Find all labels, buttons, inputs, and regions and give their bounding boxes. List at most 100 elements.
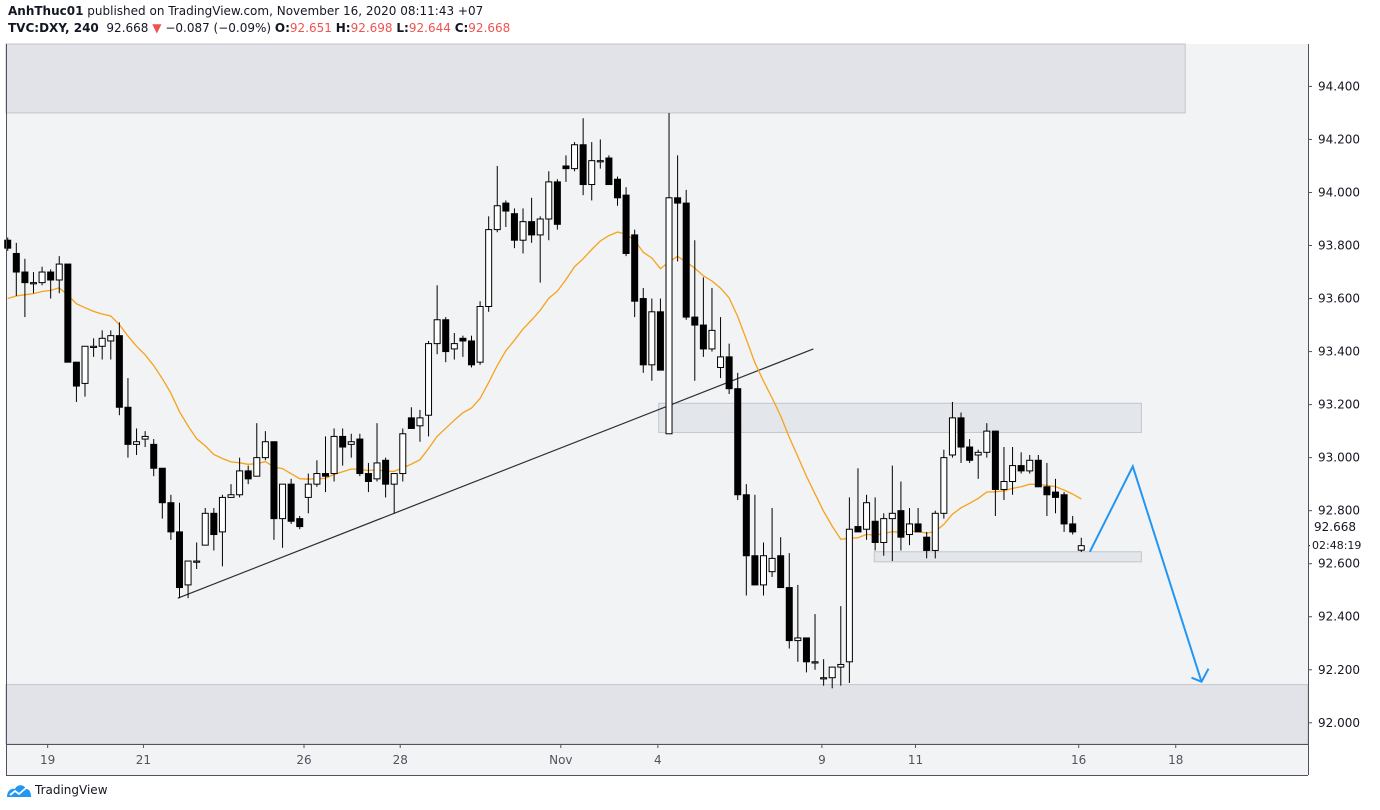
price-axis-background[interactable]: [1308, 44, 1380, 775]
candle-bullish: [888, 465, 896, 562]
candle-body: [390, 473, 398, 485]
candle-bearish: [639, 287, 647, 373]
candle-body: [759, 555, 767, 586]
candle-bearish: [914, 508, 922, 533]
candle-body: [21, 271, 29, 284]
candle-body: [510, 213, 518, 241]
candle-body: [4, 239, 12, 249]
trendline[interactable]: [177, 348, 814, 599]
support-zone-small[interactable]: [873, 551, 1142, 563]
candle-body: [528, 221, 536, 236]
candle-bearish: [210, 508, 218, 551]
candle-body: [1034, 459, 1042, 488]
candle-bearish: [674, 155, 682, 262]
candle-bearish: [459, 335, 467, 357]
candle-body: [124, 406, 132, 445]
candle-body: [708, 329, 716, 350]
candle-body: [725, 356, 733, 390]
candle-bullish: [141, 431, 149, 448]
candle-body: [296, 518, 304, 528]
candle-bearish: [605, 155, 613, 186]
y-tick-label: 92.800: [1318, 504, 1360, 518]
candle-body: [141, 435, 149, 440]
candle-body: [347, 441, 355, 445]
candle-bullish: [588, 142, 596, 201]
y-tick-label: 92.400: [1318, 610, 1360, 624]
candle-bearish: [21, 258, 29, 318]
candle-bullish: [768, 508, 776, 577]
candle-bullish: [717, 317, 725, 379]
candle-body: [476, 306, 484, 363]
candle-bullish: [863, 494, 871, 540]
candle-body: [957, 417, 965, 448]
x-tick-label: 9: [818, 753, 826, 767]
x-tick-label: Nov: [549, 753, 572, 767]
logo-text: TradingView: [35, 783, 108, 797]
last-price: 92.668: [106, 21, 149, 35]
candle-body: [820, 677, 828, 680]
candle-bullish: [218, 494, 226, 567]
candle-body: [837, 663, 845, 668]
candle-bearish: [1060, 492, 1068, 532]
candle-bearish: [613, 176, 621, 206]
candle-bearish: [923, 531, 931, 559]
candle-bullish: [837, 606, 845, 686]
candle-body: [1060, 494, 1068, 525]
tradingview-logo[interactable]: TradingView: [6, 782, 108, 798]
candle-bullish: [811, 614, 819, 670]
candle-body: [502, 202, 510, 212]
candle-bearish: [682, 189, 690, 320]
candle-body: [150, 443, 158, 469]
demand-zone-bottom[interactable]: [5, 684, 1309, 745]
plot-background: [6, 44, 1308, 744]
candle-body: [519, 221, 527, 241]
candle-bullish: [373, 423, 381, 482]
candle-body: [493, 205, 501, 231]
candle-body: [691, 316, 699, 326]
candle-bearish: [777, 537, 785, 589]
candle-body: [931, 512, 939, 551]
candle-body: [38, 271, 46, 284]
resistance-zone[interactable]: [658, 402, 1142, 433]
candle-body: [287, 483, 295, 522]
candle-bullish: [596, 139, 604, 169]
tradingview-cloud-icon: [7, 785, 31, 797]
candle-body: [115, 335, 123, 408]
candle-body: [596, 160, 604, 163]
candle-bullish: [304, 473, 312, 514]
close-label: C:: [454, 21, 469, 35]
author-name[interactable]: AnhThuc01: [8, 4, 84, 18]
bar-countdown: 02:48:19: [1310, 537, 1366, 554]
x-tick-label: 19: [40, 753, 55, 767]
candle-body: [261, 441, 269, 459]
supply-zone-top[interactable]: [5, 43, 1186, 114]
candle-bearish: [47, 269, 55, 299]
candle-body: [107, 335, 115, 342]
time-axis-background[interactable]: [6, 744, 1308, 775]
candle-bearish: [622, 187, 630, 257]
candle-bullish: [545, 171, 553, 241]
candle-body: [639, 298, 647, 366]
candle-bullish: [828, 666, 836, 689]
price-change: −0.087 (−0.09%): [165, 21, 272, 35]
candle-body: [871, 520, 879, 543]
candle-body: [613, 178, 621, 199]
candle-body: [364, 473, 372, 482]
candle-bullish: [201, 508, 209, 546]
candle-body: [321, 473, 329, 477]
y-tick-label: 93.200: [1318, 398, 1360, 412]
candle-bearish: [742, 484, 750, 596]
high-label: H:: [335, 21, 351, 35]
projection-path[interactable]: [1088, 463, 1203, 682]
candle-body: [923, 536, 931, 551]
candle-body: [854, 526, 862, 533]
candle-bullish: [450, 333, 458, 360]
candle-bullish: [184, 560, 192, 599]
candle-bullish: [55, 256, 63, 294]
candle-body: [425, 343, 433, 416]
down-arrow-icon: ▼: [152, 21, 162, 35]
candle-bearish: [407, 407, 415, 429]
candle-body: [90, 345, 98, 348]
candle-body: [588, 160, 596, 186]
